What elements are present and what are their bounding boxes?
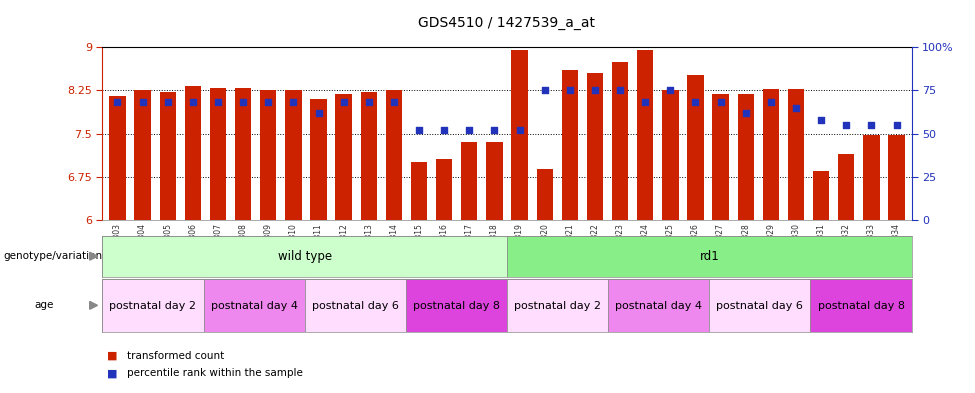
Point	[788, 105, 803, 111]
Text: postnatal day 6: postnatal day 6	[312, 301, 399, 310]
Bar	[461, 142, 478, 220]
Point	[185, 99, 201, 106]
Text: postnatal day 6: postnatal day 6	[717, 301, 803, 310]
Text: age: age	[34, 300, 54, 310]
Bar	[762, 89, 779, 220]
Point	[260, 99, 276, 106]
Bar	[102, 236, 507, 277]
Point	[738, 110, 754, 116]
Bar	[135, 90, 151, 220]
Point	[135, 99, 150, 106]
Bar	[662, 90, 679, 220]
Bar	[109, 96, 126, 220]
Point	[838, 122, 854, 128]
Bar	[260, 90, 277, 220]
Bar	[562, 70, 578, 220]
Text: postnatal day 4: postnatal day 4	[211, 301, 297, 310]
Point	[638, 99, 653, 106]
Bar	[487, 142, 502, 220]
Point	[889, 122, 905, 128]
Bar	[710, 279, 810, 332]
Point	[587, 87, 603, 94]
Polygon shape	[90, 301, 98, 309]
Point	[160, 99, 176, 106]
Point	[286, 99, 301, 106]
Bar	[507, 236, 912, 277]
Bar	[160, 92, 176, 220]
Text: rd1: rd1	[699, 250, 720, 263]
Text: postnatal day 2: postnatal day 2	[514, 301, 601, 310]
Text: percentile rank within the sample: percentile rank within the sample	[127, 368, 302, 378]
Point	[813, 117, 829, 123]
Bar	[512, 50, 527, 220]
Text: ■: ■	[107, 368, 118, 378]
Bar	[235, 88, 252, 220]
Bar	[737, 94, 754, 220]
Point	[713, 99, 728, 106]
Bar	[410, 162, 427, 220]
Bar	[507, 279, 608, 332]
Bar	[335, 94, 352, 220]
Bar	[587, 73, 604, 220]
Text: postnatal day 4: postnatal day 4	[615, 301, 702, 310]
Bar	[608, 279, 710, 332]
Bar	[286, 90, 301, 220]
Bar	[888, 135, 905, 220]
Bar	[436, 159, 452, 220]
Point	[335, 99, 351, 106]
Bar	[838, 154, 854, 220]
Point	[687, 99, 703, 106]
Point	[211, 99, 226, 106]
Bar	[210, 88, 226, 220]
Point	[487, 127, 502, 133]
Text: ■: ■	[107, 351, 118, 361]
Point	[763, 99, 779, 106]
Bar	[813, 171, 830, 220]
Bar	[204, 279, 304, 332]
Bar	[637, 50, 653, 220]
Bar	[612, 62, 628, 220]
Point	[864, 122, 879, 128]
Bar	[406, 279, 507, 332]
Bar	[310, 99, 327, 220]
Text: GDS4510 / 1427539_a_at: GDS4510 / 1427539_a_at	[418, 16, 596, 30]
Bar	[361, 92, 377, 220]
Bar	[687, 75, 704, 220]
Bar	[304, 279, 406, 332]
Point	[235, 99, 251, 106]
Text: transformed count: transformed count	[127, 351, 224, 361]
Bar	[386, 90, 402, 220]
Point	[512, 127, 527, 133]
Point	[311, 110, 327, 116]
Point	[386, 99, 402, 106]
Text: genotype/variation: genotype/variation	[3, 251, 102, 261]
Point	[562, 87, 577, 94]
Bar	[810, 279, 912, 332]
Bar	[863, 135, 879, 220]
Point	[461, 127, 477, 133]
Bar	[713, 94, 728, 220]
Bar	[536, 169, 553, 220]
Bar	[184, 86, 201, 220]
Point	[612, 87, 628, 94]
Text: postnatal day 8: postnatal day 8	[818, 301, 905, 310]
Point	[537, 87, 553, 94]
Point	[361, 99, 376, 106]
Bar	[102, 279, 204, 332]
Point	[663, 87, 679, 94]
Bar	[788, 89, 804, 220]
Point	[437, 127, 452, 133]
Text: postnatal day 2: postnatal day 2	[109, 301, 196, 310]
Point	[109, 99, 125, 106]
Point	[411, 127, 427, 133]
Polygon shape	[90, 252, 98, 260]
Text: postnatal day 8: postnatal day 8	[413, 301, 500, 310]
Text: wild type: wild type	[278, 250, 332, 263]
